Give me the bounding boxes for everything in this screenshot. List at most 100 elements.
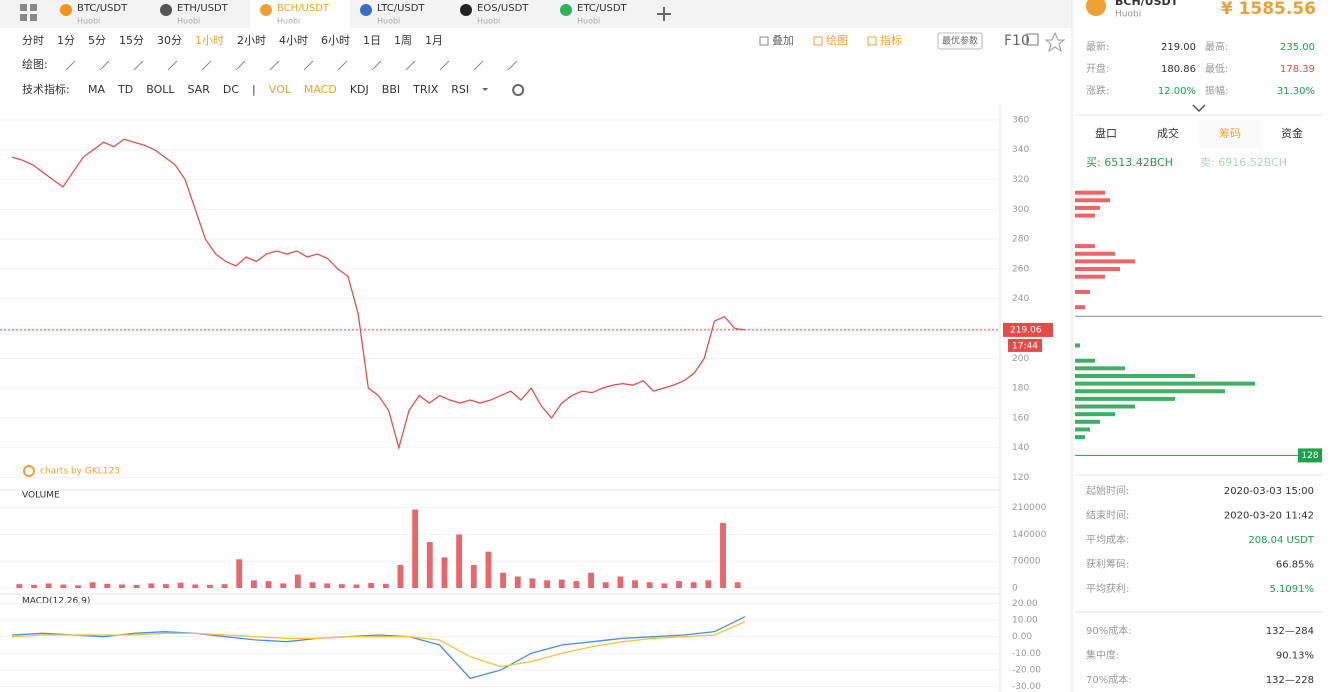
stat-label: 振幅: [1205,84,1228,97]
volume-bar [426,542,433,588]
info-label: 集中度: [1086,649,1119,662]
period-button[interactable]: 1小时 [195,34,224,47]
period-button[interactable]: 5分 [88,34,106,47]
y-tick-label: 360 [1012,115,1029,125]
indicator-button[interactable]: BOLL [146,83,175,96]
time-tag-label: 17:44 [1012,341,1038,351]
tab-exchange: Huobi [77,17,100,26]
period-button[interactable]: 1分 [57,34,75,47]
draw-tool[interactable] [133,60,144,71]
toolbar-button[interactable]: F10 [1004,33,1030,49]
toolbar-icon [813,36,823,46]
period-button[interactable]: 4小时 [279,34,308,47]
period-button[interactable]: 30分 [157,34,182,47]
volume-bar [485,551,492,588]
indicator-button[interactable]: MA [88,83,105,96]
tab-pair[interactable]: LTC/USDT [377,3,425,14]
macd-line [11,616,746,680]
indicator-button[interactable]: VOL [269,83,292,96]
volume-bar [382,583,389,588]
indicator-button[interactable]: SAR [188,83,211,96]
indicator-button[interactable]: | [252,83,256,96]
y-tick-label: 70000 [1012,557,1041,567]
info-value: 2020-03-03 15:00 [1224,486,1314,497]
info-label: 90%成本: [1086,624,1132,637]
draw-tool[interactable] [235,60,246,71]
indicator-button[interactable]: RSI [451,83,469,96]
indicator-button[interactable]: TRIX [412,83,439,96]
toolbar-button[interactable]: 指标 [880,33,902,47]
volume-bar [529,578,536,588]
draw-tool[interactable] [167,60,178,71]
watermark: charts by GKL123 [40,467,120,477]
tab-pair[interactable]: ETH/USDT [177,3,229,14]
y-tick-label: 210000 [1012,503,1047,513]
period-button[interactable]: 1周 [394,34,412,47]
toolbar-button[interactable]: 最优参数 [942,35,978,47]
side-tab[interactable]: 盘口 [1095,126,1117,140]
stat-label: 涨跌: [1086,84,1109,97]
coin-icon [60,4,72,16]
indicator-button[interactable]: DC [223,83,239,96]
draw-tool[interactable] [337,60,348,71]
chips-sell: 卖: 6916.52BCH [1200,156,1287,169]
period-button[interactable]: 分时 [22,34,44,47]
draw-tool[interactable] [65,60,76,71]
expand-icon[interactable] [1192,104,1206,113]
chip-bar [1075,213,1095,218]
y-tick-label: 300 [1012,205,1029,215]
tab-pair[interactable]: ETC/USDT [577,3,628,14]
chip-bar [1075,259,1135,264]
draw-tool[interactable] [507,60,518,71]
stat-label: 最低: [1205,62,1228,75]
period-button[interactable]: 6小时 [321,34,350,47]
tab-pair[interactable]: BTC/USDT [77,3,128,14]
dropdown[interactable] [482,88,489,91]
stat-value: 180.86 [1161,64,1196,75]
side-tab[interactable]: 成交 [1157,126,1179,140]
fullscreen-icon[interactable] [1026,33,1039,46]
period-button[interactable]: 1月 [425,34,443,47]
time-tag [1008,338,1042,352]
period-button[interactable]: 1日 [363,34,381,47]
header-pair: BCH/USDT [1115,0,1179,8]
info-value: 66.85% [1276,560,1314,571]
draw-tool[interactable] [99,60,110,71]
draw-tool[interactable] [439,60,450,71]
info-value: 132—228 [1266,675,1314,686]
tab-bar [0,0,1072,28]
draw-tool[interactable] [371,60,382,71]
add-tab[interactable] [657,7,671,21]
volume-bar [133,584,140,588]
draw-tool[interactable] [201,60,212,71]
star-icon[interactable] [1044,31,1066,53]
chip-bar [1075,198,1110,203]
indicator-button[interactable]: TD [117,83,133,96]
volume-bar [75,585,81,588]
tab-pair[interactable]: BCH/USDT [277,3,330,14]
side-tab[interactable]: 筹码 [1219,126,1241,140]
draw-tool[interactable] [269,60,280,71]
volume-bar [60,584,67,588]
draw-tool[interactable] [473,60,484,71]
settings-icon[interactable] [512,84,525,96]
draw-tool[interactable] [405,60,416,71]
period-button[interactable]: 15分 [119,34,144,47]
draw-tool[interactable] [303,60,314,71]
chip-low-label: 128 [1301,451,1318,461]
toolbar-button[interactable]: 绘图 [826,33,848,47]
coin-icon [160,4,172,16]
indicator-button[interactable]: KDJ [350,83,369,96]
info-label: 70%成本: [1086,673,1132,686]
indicator-button[interactable]: MACD [304,83,337,96]
tab-pair[interactable]: EOS/USDT [477,3,529,14]
indicator-button[interactable]: BBI [382,83,400,96]
chip-bar [1075,381,1255,386]
coin-icon [260,4,272,16]
side-tab[interactable]: 资金 [1281,126,1303,140]
toolbar-button[interactable]: 叠加 [772,34,794,47]
volume-bar [177,582,184,588]
stat-value: 31.30% [1277,86,1315,97]
toolbar-icon [867,36,877,46]
period-button[interactable]: 2小时 [237,34,266,47]
